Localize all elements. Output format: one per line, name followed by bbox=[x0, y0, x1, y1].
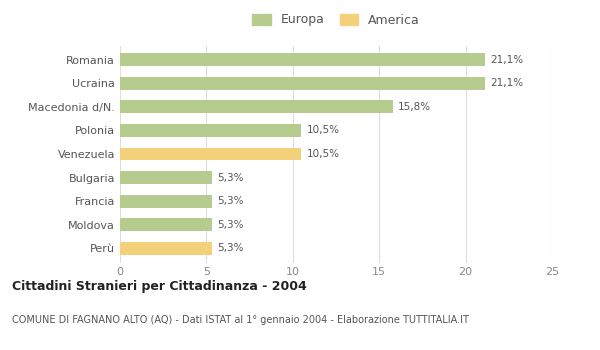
Bar bbox=[120, 100, 393, 113]
Bar bbox=[120, 195, 212, 208]
Bar bbox=[120, 124, 301, 137]
Bar bbox=[120, 53, 485, 66]
Text: 5,3%: 5,3% bbox=[217, 173, 243, 183]
Text: 10,5%: 10,5% bbox=[307, 149, 340, 159]
Text: 5,3%: 5,3% bbox=[217, 243, 243, 253]
Text: 10,5%: 10,5% bbox=[307, 125, 340, 135]
Text: 5,3%: 5,3% bbox=[217, 220, 243, 230]
Text: 21,1%: 21,1% bbox=[490, 55, 523, 65]
Bar bbox=[120, 77, 485, 90]
Text: COMUNE DI FAGNANO ALTO (AQ) - Dati ISTAT al 1° gennaio 2004 - Elaborazione TUTTI: COMUNE DI FAGNANO ALTO (AQ) - Dati ISTAT… bbox=[12, 315, 469, 325]
Bar bbox=[120, 218, 212, 231]
Bar bbox=[120, 147, 301, 161]
Legend: Europa, America: Europa, America bbox=[248, 10, 424, 30]
Text: 5,3%: 5,3% bbox=[217, 196, 243, 206]
Text: 15,8%: 15,8% bbox=[398, 102, 431, 112]
Text: 21,1%: 21,1% bbox=[490, 78, 523, 88]
Bar bbox=[120, 242, 212, 255]
Text: Cittadini Stranieri per Cittadinanza - 2004: Cittadini Stranieri per Cittadinanza - 2… bbox=[12, 280, 307, 293]
Bar bbox=[120, 171, 212, 184]
